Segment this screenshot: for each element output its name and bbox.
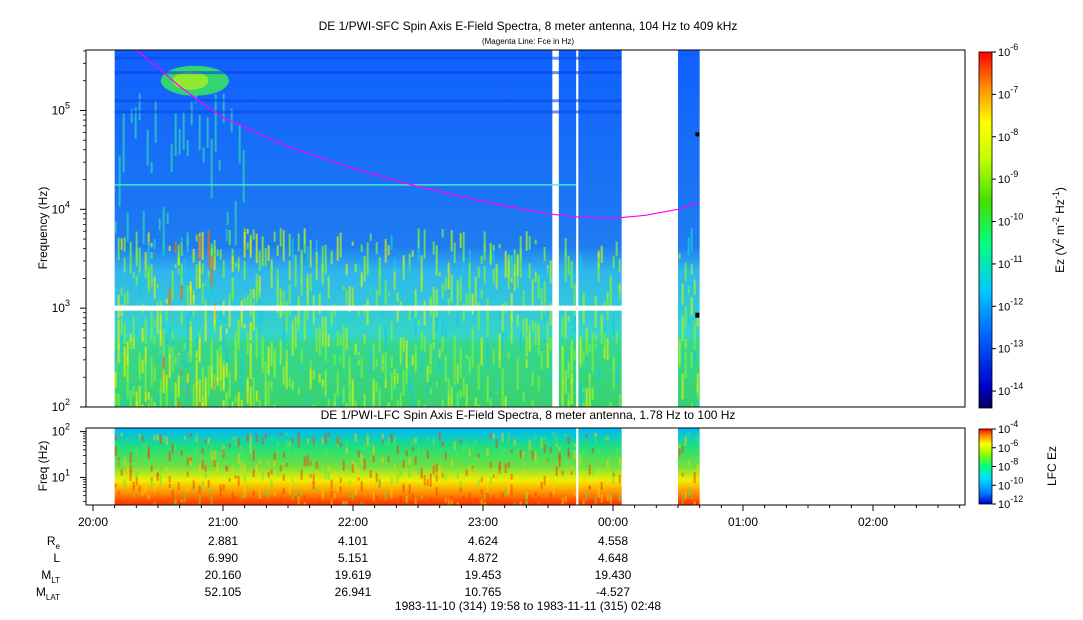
y-tick-label: 102 (52, 397, 70, 414)
ephemeris-value: 4.558 (598, 534, 628, 548)
lfc-colorbar-label: LFC Ez (1045, 446, 1059, 486)
ephemeris-row-label: MLAT (36, 585, 60, 602)
x-tick-label: 02:00 (858, 515, 888, 529)
x-tick-label: 23:00 (468, 515, 498, 529)
y-tick-label: 104 (52, 199, 70, 216)
ephemeris-value: 4.872 (468, 551, 498, 565)
ephemeris-value: 2.881 (208, 534, 238, 548)
ephemeris-value: 5.151 (338, 551, 368, 565)
ephemeris-value: 10.765 (465, 585, 502, 599)
y-tick-label: 105 (52, 100, 70, 117)
ephemeris-row-label: L (53, 551, 60, 565)
ephemeris-value: -4.527 (596, 585, 630, 599)
lfc-y-axis: 101 102 (52, 422, 86, 502)
x-tick-label: 01:00 (728, 515, 758, 529)
colorbar-tick-label: 10-10 (998, 212, 1023, 229)
lfc-colorbar: 10-4 10-6 10-810-10 10-12 (978, 419, 1023, 511)
y-tick-label: 103 (52, 298, 70, 315)
ephemeris-row-label: MLT (41, 568, 60, 585)
x-tick-label: 00:00 (598, 515, 628, 529)
time-range-label: 1983-11-10 (314) 19:58 to 1983-11-11 (31… (395, 599, 662, 613)
sfc-subtitle: (Magenta Line: Fce in Hz) (482, 37, 574, 46)
y-tick-label: 102 (52, 422, 70, 439)
fce-line (135, 49, 700, 220)
ephemeris-row-label: Re (47, 534, 61, 551)
colorbar-tick-label: 10-10 (998, 475, 1023, 492)
ephemeris-value: 4.624 (468, 534, 498, 548)
ephemeris-value: 19.453 (465, 568, 502, 582)
colorbar-tick-label: 10-9 (998, 169, 1018, 186)
x-tick-label: 20:00 (78, 515, 108, 529)
lfc-y-axis-label: Freq (Hz) (36, 441, 50, 492)
ephemeris-value: 52.105 (205, 585, 242, 599)
ephemeris-value: 20.160 (205, 568, 242, 582)
lfc-spectrogram-panel (85, 427, 966, 506)
ephemeris-value: 19.619 (335, 568, 372, 582)
ephemeris-value: 4.648 (598, 551, 628, 565)
colorbar-tick-label: 10-12 (998, 296, 1023, 313)
colorbar-tick-label: 10-13 (998, 339, 1023, 356)
sfc-y-axis-label: Frequency (Hz) (36, 187, 50, 270)
colorbar-tick-label: 10-7 (998, 84, 1018, 101)
ephemeris-value: 26.941 (335, 585, 372, 599)
colorbar-tick-label: 10-4 (998, 419, 1018, 436)
colorbar-tick-label: 10-14 (998, 381, 1023, 398)
sfc-spectrogram-panel (85, 49, 966, 408)
ephemeris-table: Re 2.881 4.101 4.624 4.558 L 6.990 5.151 4.872 4.… (36, 534, 632, 602)
colorbar-tick-label: 10-8 (998, 457, 1018, 474)
x-tick-label: 21:00 (208, 515, 238, 529)
colorbar-tick-label: 10-12 (998, 494, 1023, 511)
ephemeris-value: 6.990 (208, 551, 238, 565)
sfc-y-axis: 102 103 104 105 (52, 50, 86, 414)
sfc-colorbar-label: Ez (V2 m-2 Hz-1) (1051, 187, 1067, 273)
sfc-colorbar: 10-6 10-7 10-8 10-9 10-10 10-11 10-12 10-13 10-1… (978, 42, 1023, 409)
ephemeris-value: 19.430 (595, 568, 632, 582)
time-axis: 20:00 21:00 22:00 23:00 00:00 01:00 02:00 (78, 504, 965, 529)
colorbar-tick-label: 10-11 (998, 254, 1023, 271)
lfc-title: DE 1/PWI-LFC Spin Axis E-Field Spectra, … (321, 408, 736, 422)
sfc-title: DE 1/PWI-SFC Spin Axis E-Field Spectra, … (319, 19, 738, 33)
y-tick-label: 101 (52, 467, 70, 484)
sfc-spectrogram-data (114, 50, 700, 407)
colorbar-tick-label: 10-6 (998, 438, 1018, 455)
lfc-spectrogram-data (114, 428, 700, 505)
x-tick-label: 22:00 (338, 515, 368, 529)
ephemeris-value: 4.101 (338, 534, 368, 548)
colorbar-tick-label: 10-8 (998, 127, 1018, 144)
colorbar-tick-label: 10-6 (998, 42, 1018, 59)
